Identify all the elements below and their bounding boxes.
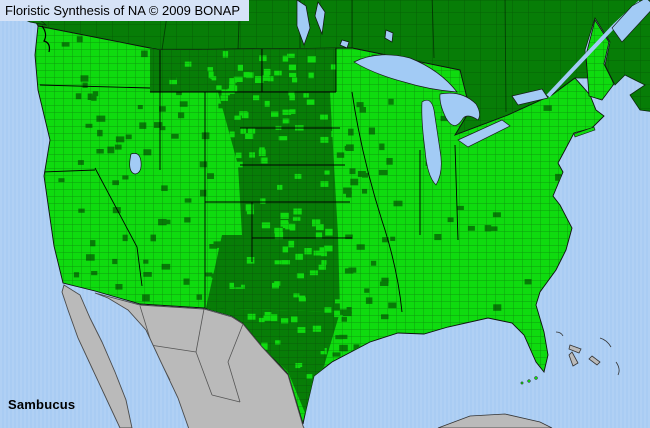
lake-huron: [439, 92, 480, 126]
bahamas-island: [568, 351, 579, 367]
map-title: Floristic Synthesis of NA © 2009 BONAP: [5, 3, 241, 18]
lake-michigan: [421, 99, 442, 186]
lake-ontario: [511, 88, 549, 106]
caribbean-islands: [437, 331, 620, 428]
lake-erie: [457, 119, 511, 148]
taxon-label: Sambucus: [8, 397, 76, 412]
lake-manitoba: [314, 1, 326, 36]
florida-keys: [520, 376, 538, 385]
bahamas-cay: [555, 331, 564, 337]
great-salt-lake: [129, 153, 142, 175]
bahamas-cay: [615, 361, 620, 376]
other-lakes: [129, 0, 394, 175]
lake-nipigon: [384, 29, 394, 43]
bahamas-cay: [599, 337, 612, 348]
cuba-region: [437, 413, 553, 428]
great-lakes: [353, 54, 549, 186]
st-lawrence-gulf: [611, 0, 650, 43]
map-title-band: Floristic Synthesis of NA © 2009 BONAP: [0, 0, 250, 21]
bahamas-island: [568, 344, 582, 354]
puget-sound: [41, 25, 51, 53]
bahamas-island: [588, 355, 601, 366]
lake-of-the-woods: [339, 39, 350, 49]
lake-winnipeg: [296, 0, 311, 47]
us-state-borders: [39, 48, 459, 313]
long-island: [573, 126, 596, 138]
lake-superior: [353, 54, 458, 93]
baja-california-region: [61, 284, 133, 428]
